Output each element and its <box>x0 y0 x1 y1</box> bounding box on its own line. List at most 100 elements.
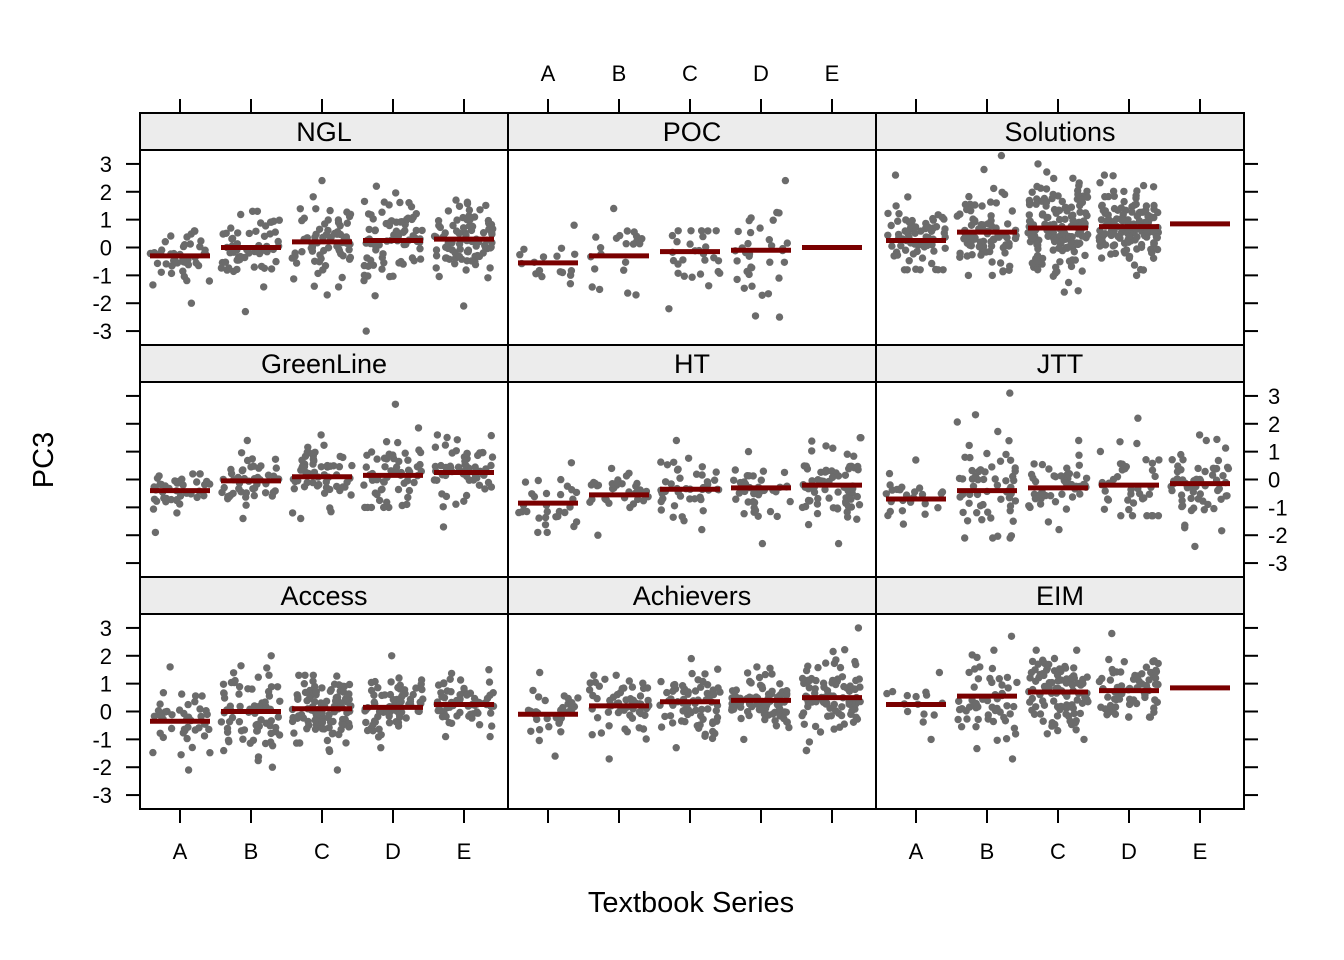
data-point <box>620 266 628 274</box>
data-point <box>377 731 385 739</box>
data-point <box>333 228 342 236</box>
data-point <box>1133 233 1141 241</box>
data-point <box>176 500 184 508</box>
data-point <box>833 504 842 512</box>
x-tick-label: B <box>980 839 995 864</box>
data-point <box>380 478 388 486</box>
data-point <box>326 206 334 215</box>
data-point <box>1104 709 1112 717</box>
data-point <box>434 217 443 225</box>
data-point <box>371 292 379 300</box>
data-point <box>534 476 542 485</box>
data-point <box>965 192 973 201</box>
data-point <box>740 510 748 518</box>
data-point <box>749 498 757 506</box>
data-point <box>193 478 201 486</box>
data-point <box>535 736 543 745</box>
data-point <box>310 282 318 290</box>
data-point <box>973 744 981 753</box>
data-point <box>551 752 559 760</box>
data-point <box>338 273 346 282</box>
data-point <box>1109 172 1117 180</box>
x-tick-label: D <box>385 839 401 864</box>
data-point <box>1130 696 1138 704</box>
data-point <box>663 688 671 697</box>
data-point <box>469 710 477 718</box>
data-point <box>534 528 542 537</box>
data-point <box>618 480 626 488</box>
data-point <box>458 255 466 263</box>
data-point <box>1153 698 1162 706</box>
data-point <box>461 457 469 465</box>
data-point <box>460 302 468 310</box>
data-point <box>911 229 919 237</box>
data-point <box>419 695 427 703</box>
data-point <box>475 481 484 489</box>
data-point <box>481 485 489 493</box>
data-point <box>856 434 864 442</box>
data-point <box>1187 494 1195 503</box>
data-point <box>610 204 618 213</box>
data-point <box>1101 487 1109 495</box>
data-point <box>378 265 386 273</box>
data-point <box>1050 654 1059 663</box>
data-point <box>557 728 565 736</box>
data-point <box>849 718 858 726</box>
data-point <box>166 663 174 671</box>
data-point <box>196 243 204 251</box>
data-point <box>766 258 774 266</box>
data-point <box>273 683 282 691</box>
data-point <box>888 242 896 250</box>
panel-access: Access <box>139 576 509 810</box>
data-point <box>541 521 550 529</box>
x-tick-label: E <box>1193 839 1208 864</box>
data-point <box>1221 444 1230 452</box>
data-point <box>1011 497 1020 505</box>
data-point <box>538 272 546 281</box>
data-point <box>616 231 624 240</box>
data-point <box>780 714 788 723</box>
y-axis-right-row1: -3 -2 -10 1 2 3 <box>1244 384 1288 576</box>
data-point <box>666 712 675 720</box>
data-point <box>162 260 170 268</box>
panel-greenline: GreenLine <box>139 344 509 578</box>
data-point <box>523 507 531 516</box>
data-point <box>1174 462 1182 470</box>
data-point <box>930 247 938 255</box>
data-point <box>1027 470 1036 479</box>
data-point <box>445 718 453 727</box>
data-point <box>567 267 576 275</box>
data-point <box>734 227 742 236</box>
data-point <box>167 269 176 278</box>
data-point <box>1006 262 1014 270</box>
data-point <box>822 659 830 667</box>
data-point <box>1002 450 1010 459</box>
data-point <box>372 182 381 190</box>
data-point <box>1033 182 1041 191</box>
data-point <box>821 468 829 476</box>
data-point <box>1055 215 1064 224</box>
data-point <box>766 507 775 516</box>
data-point <box>691 495 699 503</box>
data-point <box>225 718 234 726</box>
data-point <box>410 478 418 487</box>
data-point <box>1010 702 1018 711</box>
data-point <box>408 254 417 262</box>
data-point <box>1046 492 1055 500</box>
data-point <box>554 512 562 521</box>
data-point <box>249 462 258 470</box>
data-point <box>775 209 783 217</box>
data-point <box>479 448 487 457</box>
data-point <box>854 624 863 632</box>
data-point <box>760 710 768 718</box>
data-point <box>1005 494 1014 502</box>
data-point <box>591 479 599 488</box>
data-point <box>203 710 211 719</box>
data-point <box>612 671 620 679</box>
data-point <box>168 711 176 719</box>
data-point <box>475 721 484 729</box>
data-point <box>1202 436 1211 445</box>
data-point <box>1073 646 1081 654</box>
data-point <box>237 662 245 670</box>
data-point <box>1181 521 1189 529</box>
